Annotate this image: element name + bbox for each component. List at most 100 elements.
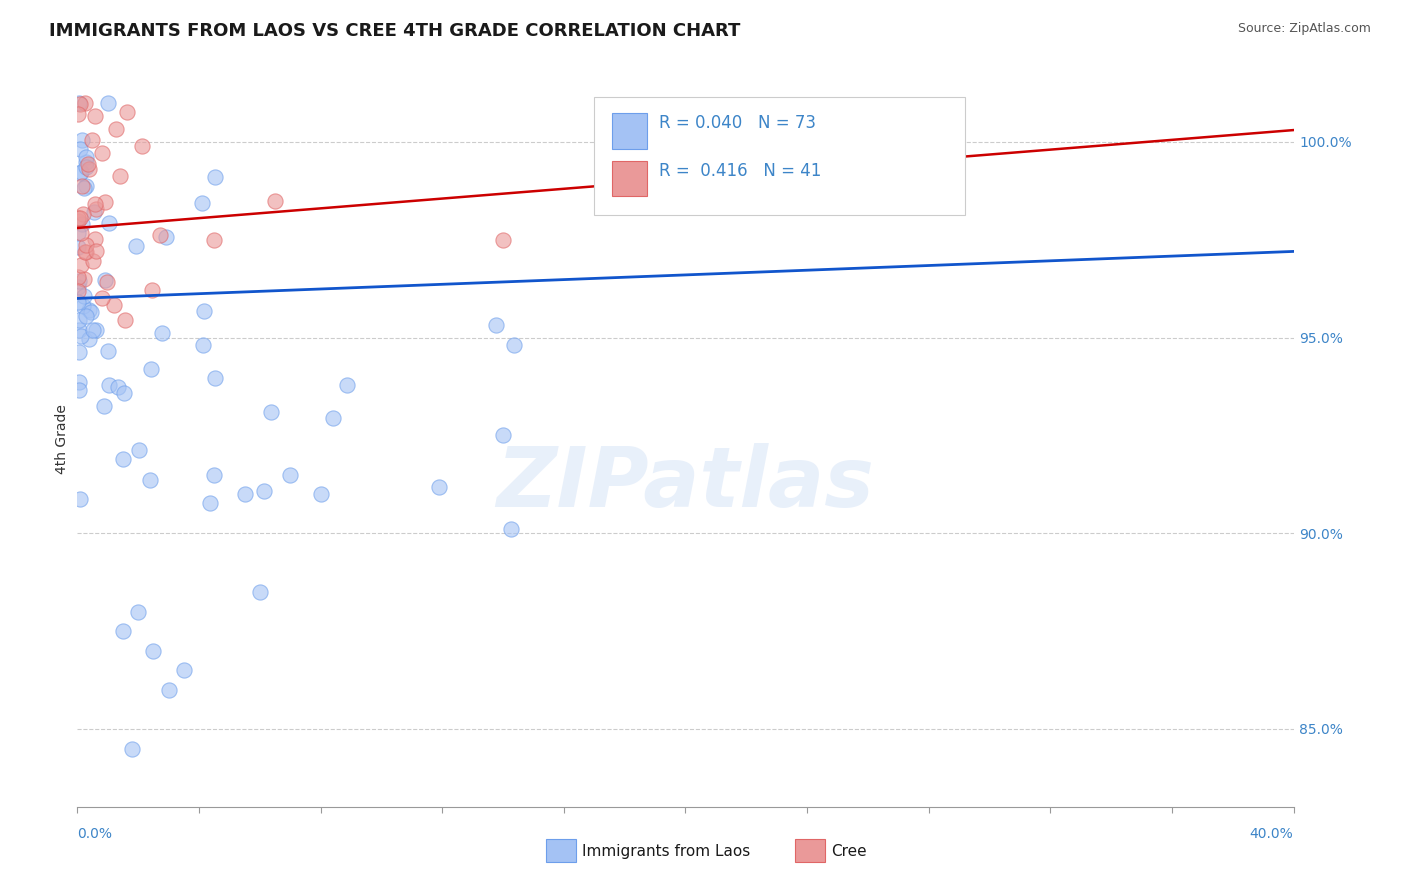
Point (72, 133, 94, 147)
Point (84, 109, 107, 123)
Point (112, 386, 135, 401)
Point (94, 194, 117, 209)
Point (260, 404, 283, 418)
Point (66, 240, 89, 254)
Point (75, 244, 97, 259)
Point (69, 491, 91, 506)
Text: 0.0%: 0.0% (77, 827, 112, 841)
Point (69, 96, 91, 111)
Point (66, 294, 89, 309)
Point (492, 233, 515, 247)
Point (72, 207, 94, 221)
Point (114, 313, 136, 327)
Point (75, 160, 97, 174)
Point (111, 624, 134, 639)
Point (75, 178, 97, 193)
Point (67, 95, 90, 110)
Bar (546, 838, 576, 863)
Point (77, 157, 100, 171)
Point (322, 411, 344, 425)
Point (70, 329, 93, 343)
Text: R =  0.416   N = 41: R = 0.416 N = 41 (658, 161, 821, 179)
Point (69, 166, 91, 180)
Point (69, 142, 91, 156)
Point (249, 585, 271, 599)
Point (83, 205, 105, 219)
Point (202, 467, 225, 482)
Point (107, 380, 129, 394)
Point (84, 244, 107, 259)
Point (97, 95, 120, 110)
Point (96, 275, 118, 289)
Text: 40.0%: 40.0% (1250, 827, 1294, 841)
Point (67, 312, 90, 326)
Point (72, 299, 94, 313)
Point (67, 376, 90, 390)
Point (142, 643, 165, 657)
Point (309, 487, 332, 501)
Point (105, 122, 128, 136)
Point (152, 326, 174, 340)
Point (67, 345, 90, 359)
Point (127, 605, 149, 619)
Point (73, 271, 96, 285)
Point (191, 196, 214, 211)
Point (128, 443, 150, 458)
Point (202, 233, 225, 247)
Point (75, 95, 97, 110)
Point (503, 338, 526, 352)
Point (73, 180, 96, 194)
Point (91, 146, 114, 161)
Point (103, 298, 125, 312)
Point (115, 104, 138, 119)
Point (80, 305, 103, 319)
Point (97, 343, 120, 358)
Point (66, 270, 89, 285)
Point (67, 211, 90, 225)
Point (69, 211, 91, 225)
Point (253, 484, 276, 499)
Point (67, 106, 90, 120)
Point (157, 682, 180, 697)
Point (200, 496, 222, 510)
Point (98, 377, 121, 392)
Point (93, 399, 115, 413)
Point (149, 227, 172, 242)
Text: R = 0.040   N = 73: R = 0.040 N = 73 (658, 114, 815, 132)
Point (97, 216, 120, 230)
Point (173, 663, 195, 677)
Point (84, 202, 107, 216)
Point (79, 303, 101, 318)
Point (492, 428, 515, 442)
Point (75, 309, 97, 323)
Point (82, 254, 104, 268)
Point (141, 283, 163, 297)
Point (70, 258, 93, 272)
Bar (613, 161, 647, 196)
Point (77, 332, 100, 346)
Point (264, 194, 287, 208)
Point (70, 217, 93, 231)
Point (191, 338, 214, 352)
Point (121, 741, 143, 756)
Point (73, 245, 96, 260)
Point (73, 288, 96, 302)
Point (90, 292, 112, 306)
Point (111, 451, 134, 466)
Point (735, 127, 758, 141)
Point (75, 150, 97, 164)
Point (72, 178, 94, 193)
Point (84, 323, 107, 337)
Text: Immigrants from Laos: Immigrants from Laos (582, 844, 751, 859)
Point (67, 383, 90, 397)
Point (67, 274, 90, 288)
Point (233, 487, 256, 501)
Text: Cree: Cree (831, 844, 868, 859)
Point (66, 280, 89, 294)
Point (80, 133, 103, 147)
Text: IMMIGRANTS FROM LAOS VS CREE 4TH GRADE CORRELATION CHART: IMMIGRANTS FROM LAOS VS CREE 4TH GRADE C… (49, 22, 741, 40)
Point (83, 232, 105, 246)
Point (82, 323, 104, 337)
Point (499, 522, 522, 536)
Point (485, 318, 508, 332)
